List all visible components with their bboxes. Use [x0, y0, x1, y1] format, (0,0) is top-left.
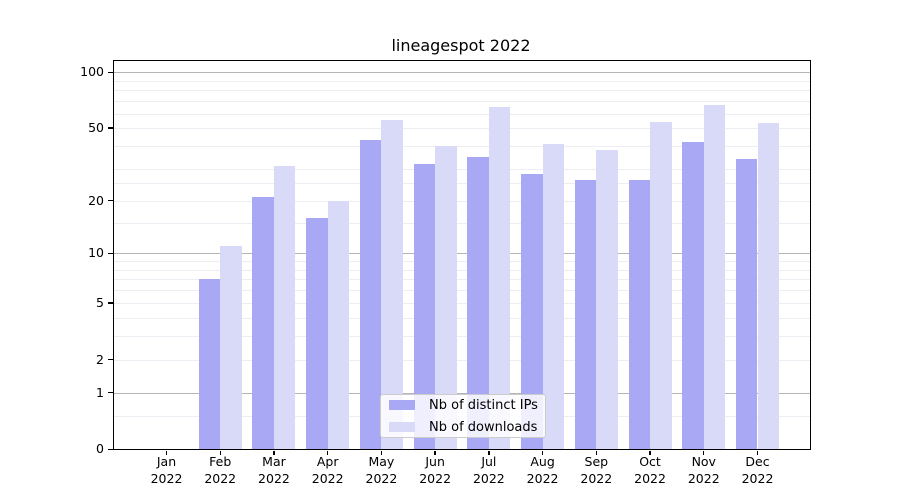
chart-title: lineagespot 2022	[391, 36, 531, 55]
gridline-major	[114, 392, 810, 394]
gridline-minor	[114, 113, 810, 115]
bar-distinct-ips-jul	[467, 156, 489, 450]
x-axis-tick	[165, 450, 168, 455]
x-axis-tick-label: Sep 2022	[580, 454, 613, 486]
x-axis-tick-label: Feb 2022	[204, 454, 237, 486]
x-axis-tick-label: Jul 2022	[472, 454, 505, 486]
bar-distinct-ips-oct	[628, 180, 651, 450]
bar-distinct-ips-dec	[736, 158, 758, 450]
x-axis-tick	[219, 450, 221, 455]
x-axis-tick-label: Nov 2022	[687, 454, 720, 486]
gridline-minor	[114, 128, 810, 130]
y-axis-tick-label: 2	[96, 351, 104, 367]
legend-label-distinct-ips: Nb of distinct IPs	[429, 397, 538, 413]
x-axis-tick	[434, 450, 436, 455]
gridline-minor	[114, 168, 810, 170]
x-axis-tick	[380, 450, 383, 455]
gridline-major	[114, 253, 810, 255]
y-axis-tick	[108, 448, 114, 450]
x-axis-tick-label: Jun 2022	[419, 454, 452, 486]
y-axis-tick-label: 20	[88, 192, 104, 208]
y-axis-tick	[108, 358, 114, 361]
y-axis-tick-label: 10	[88, 245, 104, 261]
x-axis-tick	[649, 450, 651, 455]
bar-downloads-dec	[757, 123, 779, 450]
bar-downloads-nov	[703, 104, 726, 450]
y-axis-tick	[108, 391, 114, 394]
y-axis-tick	[108, 199, 114, 202]
gridline-minor	[114, 302, 810, 304]
x-axis-tick	[488, 450, 490, 455]
x-axis-tick	[273, 450, 275, 455]
x-axis-tick-label: Jan 2022	[150, 454, 183, 486]
y-axis-tick-label: 1	[96, 384, 104, 400]
x-axis-tick	[703, 450, 705, 455]
x-axis-tick-label: Apr 2022	[311, 454, 344, 486]
x-axis-tick-label: Aug 2022	[526, 454, 559, 486]
bar-downloads-mar	[273, 166, 296, 450]
bar-downloads-sep	[596, 150, 618, 450]
gridline-minor	[114, 290, 810, 292]
gridline-minor	[114, 145, 810, 147]
x-axis-tick	[595, 450, 597, 455]
gridline-minor	[114, 336, 810, 338]
legend-label-downloads: Nb of downloads	[429, 419, 538, 435]
legend: Nb of distinct IPs Nb of downloads	[380, 394, 546, 438]
x-axis-tick	[541, 450, 544, 455]
bar-distinct-ips-mar	[252, 196, 274, 450]
x-axis-tick-label: Oct 2022	[634, 454, 666, 486]
gridline-minor	[114, 279, 810, 281]
gridline-major	[114, 72, 810, 74]
gridline-minor	[114, 359, 810, 361]
gridline-minor	[114, 90, 810, 92]
y-axis-tick	[108, 252, 114, 255]
gridline-minor	[114, 261, 810, 263]
gridline-minor	[114, 222, 810, 224]
y-axis-tick	[108, 302, 114, 304]
bar-downloads-jun	[435, 145, 457, 450]
legend-swatch-downloads	[389, 422, 415, 432]
bar-downloads-aug	[542, 143, 565, 450]
y-axis-tick-label: 0	[96, 441, 104, 457]
x-axis-tick-label: Mar 2022	[258, 454, 290, 486]
legend-swatch-distinct-ips	[389, 400, 415, 410]
y-axis-tick-label: 5	[96, 294, 104, 310]
gridline-minor	[114, 200, 810, 202]
legend-item-distinct-ips: Nb of distinct IPs	[389, 396, 538, 415]
bar-downloads-oct	[650, 121, 672, 450]
x-axis-tick-label: May 2022	[365, 454, 398, 486]
gridline-minor	[114, 183, 810, 185]
bar-distinct-ips-feb	[198, 279, 221, 450]
bar-distinct-ips-aug	[521, 174, 543, 450]
bar-downloads-may	[381, 120, 403, 450]
y-axis-tick-label: 100	[80, 64, 104, 80]
bar-downloads-apr	[327, 200, 350, 450]
x-axis-tick	[326, 450, 329, 455]
y-axis-tick	[108, 127, 114, 129]
y-axis-tick-label: 50	[88, 120, 104, 136]
x-axis-tick-label: Dec 2022	[741, 454, 774, 486]
gridline-minor	[114, 317, 810, 319]
gridline-minor	[114, 80, 810, 82]
x-axis-tick	[756, 450, 759, 455]
legend-item-downloads: Nb of downloads	[389, 418, 537, 437]
bar-downloads-feb	[220, 246, 242, 450]
bar-distinct-ips-apr	[306, 217, 328, 450]
bar-distinct-ips-jun	[413, 163, 436, 450]
bar-distinct-ips-may	[359, 140, 382, 450]
bar-distinct-ips-nov	[682, 142, 704, 450]
gridline-minor	[114, 101, 810, 103]
plot-area: Dec 2022 Nov 2022 Oct 2022 Sep 2022 Aug 2022…	[80, 60, 811, 486]
gridline-minor	[114, 269, 810, 271]
bar-downloads-jul	[488, 107, 511, 450]
y-axis-tick	[108, 71, 114, 73]
bar-distinct-ips-sep	[574, 180, 597, 450]
